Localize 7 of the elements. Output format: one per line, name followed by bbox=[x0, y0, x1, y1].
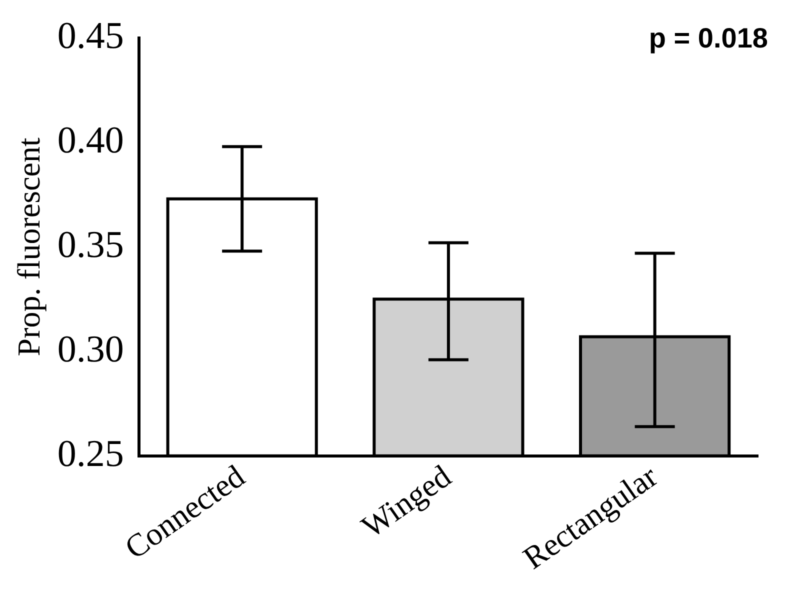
y-axis-title: Prop. fluorescent bbox=[10, 138, 47, 356]
annotation: p = 0.018 bbox=[648, 22, 768, 54]
y-tick-label: 0.25 bbox=[57, 432, 124, 475]
y-tick-label: 0.40 bbox=[57, 119, 124, 162]
y-tick-label: 0.30 bbox=[57, 328, 124, 370]
y-tick-label: 0.35 bbox=[57, 224, 124, 266]
y-tick-label: 0.45 bbox=[57, 14, 124, 57]
